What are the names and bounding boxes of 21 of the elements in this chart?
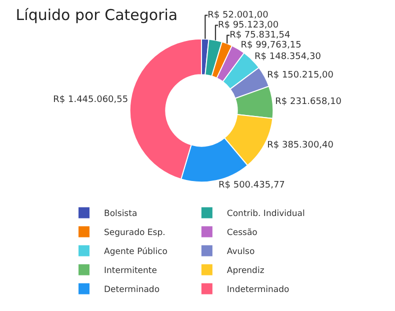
data-label: R$ 99,763,15 [240,40,302,50]
data-label: R$ 150.215,00 [267,70,334,80]
legend-label: Intermitente [104,266,157,276]
data-label: R$ 95.123,00 [218,20,279,30]
data-label: R$ 1.445.060,55 [53,95,128,106]
legend-label: Bolsista [104,209,138,220]
data-label: R$ 385.300,40 [267,140,334,150]
legend-label: Indeterminado [226,285,290,296]
data-label: R$ 500.435,77 [218,180,285,190]
legend-label: Agente Público [104,247,168,258]
legend-label: Avulso [226,247,255,258]
legend-label: Segurado Esp. [104,228,166,238]
legend-label: Contrib. Individual [226,209,305,220]
data-label: R$ 52.001,00 [208,10,269,20]
chart-title: Líquido por Categoria [16,6,178,24]
legend-label: Aprendiz [226,266,265,276]
data-label: R$ 148.354,30 [254,52,322,62]
legend-label: Determinado [104,285,160,296]
data-label: R$ 75.831,54 [230,30,291,40]
data-label: R$ 231.658,10 [275,97,342,108]
legend-label: Cessão [226,228,258,238]
